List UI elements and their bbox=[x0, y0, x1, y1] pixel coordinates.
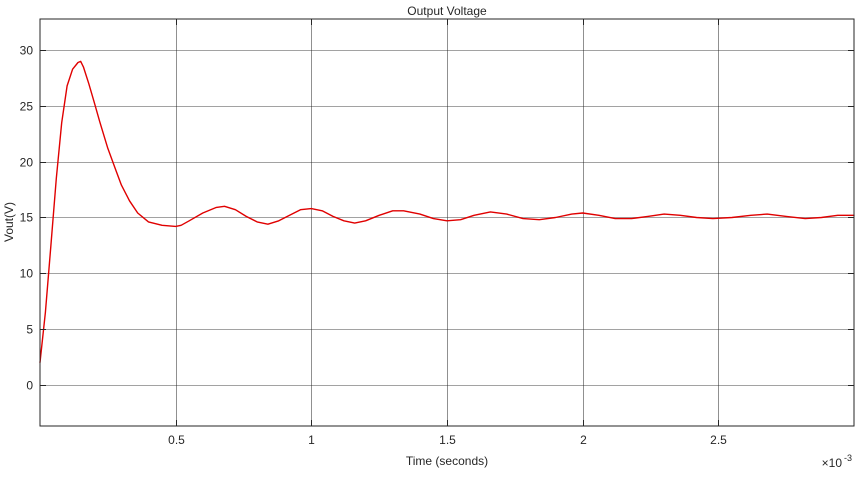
x-tick-label: 1.5 bbox=[439, 433, 456, 447]
series-layer bbox=[39, 60, 855, 364]
y-tick-label: 20 bbox=[20, 156, 34, 170]
y-tick-label: 0 bbox=[26, 379, 33, 393]
series-line-vout bbox=[39, 60, 855, 364]
y-tick-label: 30 bbox=[20, 44, 34, 58]
y-tick-label: 10 bbox=[20, 267, 34, 281]
x-tick-label: 1 bbox=[308, 433, 315, 447]
x-axis-multiplier: ×10 bbox=[822, 456, 843, 470]
x-tick-label: 2.5 bbox=[710, 433, 727, 447]
y-axis-title: Vout(V) bbox=[2, 202, 16, 242]
y-tick-label: 25 bbox=[20, 100, 34, 114]
x-axis-title: Time (seconds) bbox=[406, 454, 488, 468]
x-axis-multiplier-exponent: -3 bbox=[844, 453, 852, 463]
plot-background bbox=[40, 19, 854, 426]
x-tick-label: 0.5 bbox=[168, 433, 185, 447]
grid-lines bbox=[40, 19, 854, 426]
chart-title: Output Voltage bbox=[407, 4, 487, 18]
x-tick-label: 2 bbox=[580, 433, 587, 447]
y-tick-label: 5 bbox=[26, 323, 33, 337]
tick-labels: 0.5 1 1.5 2 2.5 0 5 10 15 20 25 30 bbox=[20, 19, 854, 447]
y-tick-label: 15 bbox=[20, 211, 34, 225]
